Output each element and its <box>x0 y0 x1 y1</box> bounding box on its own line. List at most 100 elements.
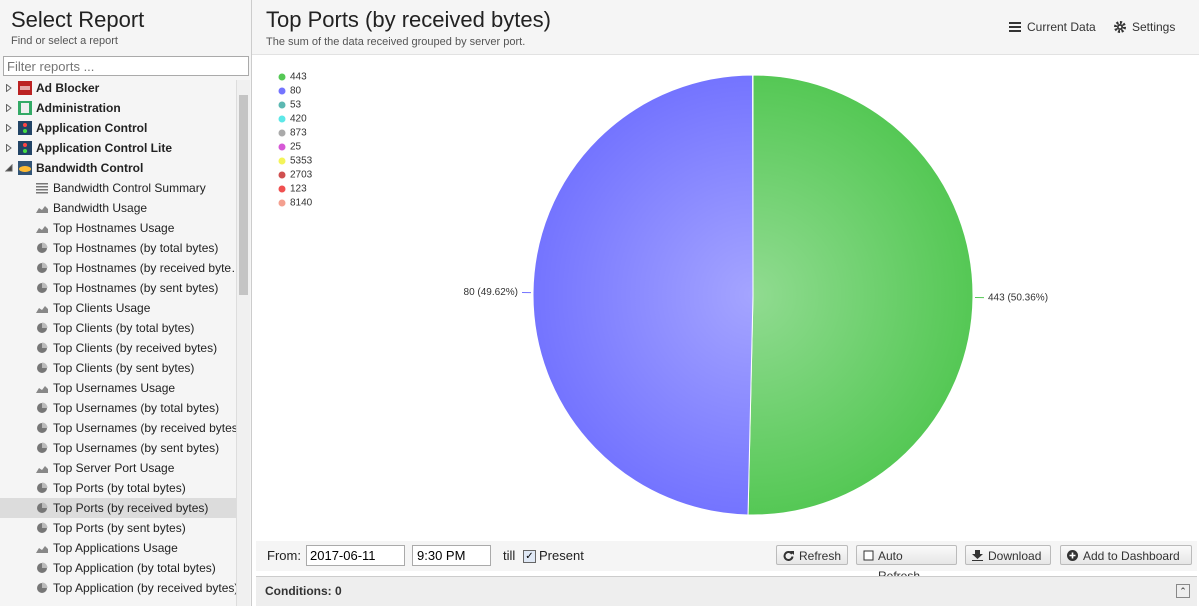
legend-label: 8140 <box>290 198 313 209</box>
tree-label: Top Clients (by sent bytes) <box>53 361 195 375</box>
tree-icon <box>18 121 32 135</box>
legend-item[interactable]: 873 <box>278 128 308 139</box>
time-field[interactable]: 9:30 PM <box>412 545 491 566</box>
chart: 443 (50.36%) 80 (49.62%) 443 80 53 420 873 25 53… <box>278 72 1048 516</box>
legend-item[interactable]: 80 <box>278 86 302 97</box>
tree-icon <box>37 442 48 453</box>
tree-icon <box>37 402 48 413</box>
tree-row[interactable]: Bandwidth Control <box>0 158 236 178</box>
report-tree: Ad Blocker Administration Application Cont… <box>0 78 236 606</box>
legend-swatch <box>278 157 286 165</box>
tree-label: Top Ports (by received bytes) <box>53 501 209 515</box>
tree-icon <box>37 562 48 573</box>
icon-part <box>42 282 48 288</box>
tree-label: Top Usernames (by sent bytes) <box>53 441 220 455</box>
current-data-button[interactable]: Current Data <box>1027 20 1096 34</box>
tree-row[interactable]: Top Usernames (by sent bytes) <box>0 438 236 458</box>
tree-row[interactable]: Top Clients (by received bytes) <box>0 338 236 358</box>
expander <box>6 144 12 152</box>
icon-part <box>36 183 48 185</box>
filter-input[interactable] <box>3 56 249 76</box>
tree-label: Top Applications Usage <box>53 541 178 555</box>
legend-item[interactable]: 8140 <box>278 198 313 209</box>
present-checkbox[interactable]: ✓ <box>523 550 536 563</box>
tree-row[interactable]: Top Application (by total bytes) <box>0 558 236 578</box>
tree-icon <box>36 386 48 393</box>
tree-label: Top Clients (by received bytes) <box>53 341 218 355</box>
tree-row[interactable]: Top Ports (by received bytes) <box>0 498 236 518</box>
tree-icon <box>37 242 48 253</box>
legend-item[interactable]: 5353 <box>278 156 313 167</box>
legend-item[interactable]: 443 <box>278 72 308 83</box>
tree-row[interactable]: Top Applications Usage <box>0 538 236 558</box>
tree-icon <box>18 141 32 155</box>
time-value: 9:30 PM <box>417 548 466 563</box>
tree-label: Bandwidth Control <box>36 161 144 175</box>
pie-slice <box>532 74 754 516</box>
tree-icon <box>18 101 32 115</box>
legend-item[interactable]: 420 <box>278 114 308 125</box>
icon-part <box>36 386 48 393</box>
add-dashboard-button[interactable]: Add to Dashboard <box>1060 545 1192 565</box>
settings-button[interactable]: Settings <box>1132 20 1176 34</box>
tree-row[interactable]: Top Usernames Usage <box>0 378 236 398</box>
legend-swatch <box>278 199 286 207</box>
tree-row[interactable]: Top Hostnames (by received byte… <box>0 258 236 278</box>
tree-icon <box>37 282 48 293</box>
expander-arrow <box>6 124 12 132</box>
tree-row[interactable]: Top Clients Usage <box>0 298 236 318</box>
scrollbar-thumb[interactable] <box>239 95 248 295</box>
tree-row[interactable]: Administration <box>0 98 236 118</box>
tree-row[interactable]: Top Usernames (by total bytes) <box>0 398 236 418</box>
tree-row[interactable]: Bandwidth Control Summary <box>0 178 236 198</box>
tree-row[interactable]: Ad Blocker <box>0 78 236 98</box>
legend-item[interactable]: 123 <box>278 184 308 195</box>
date-field[interactable]: 2017-06-11 <box>306 545 405 566</box>
tree-label: Top Ports (by total bytes) <box>53 481 186 495</box>
tree-label: Application Control Lite <box>36 141 172 155</box>
tree-icon <box>18 161 32 175</box>
tree-row[interactable]: Top Usernames (by received bytes) <box>0 418 236 438</box>
conditions-bar[interactable]: Conditions: 0 ⌃ <box>256 576 1197 606</box>
download-button[interactable]: Download <box>965 545 1051 565</box>
tree-row[interactable]: Bandwidth Usage <box>0 198 236 218</box>
refresh-button[interactable]: Refresh <box>776 545 848 565</box>
icon-part <box>20 86 30 90</box>
tree-row[interactable]: Application Control <box>0 118 236 138</box>
data-label: 443 (50.36%) <box>988 292 1048 303</box>
tree-row[interactable]: Application Control Lite <box>0 138 236 158</box>
legend-item[interactable]: 2703 <box>278 170 313 181</box>
legend-swatch <box>278 143 286 151</box>
tree-row[interactable]: Top Hostnames Usage <box>0 218 236 238</box>
tree-row[interactable]: Top Hostnames (by total bytes) <box>0 238 236 258</box>
tree-row[interactable]: Top Ports (by total bytes) <box>0 478 236 498</box>
expand-button[interactable]: ⌃ <box>1176 584 1190 598</box>
scrollbar[interactable] <box>236 80 250 606</box>
icon-part <box>42 582 48 588</box>
expander <box>6 84 12 92</box>
expander-arrow <box>6 84 12 92</box>
tree-row[interactable]: Top Clients (by sent bytes) <box>0 358 236 378</box>
icon-part <box>42 362 48 368</box>
tree-row[interactable]: Top Clients (by total bytes) <box>0 318 236 338</box>
tree-row[interactable]: Top Hostnames (by sent bytes) <box>0 278 236 298</box>
legend-item[interactable]: 53 <box>278 100 302 111</box>
expander <box>5 164 13 172</box>
icon-part <box>36 192 48 194</box>
icon-part <box>36 206 48 213</box>
tree-label: Top Application (by received bytes) <box>53 581 236 595</box>
icon-part <box>36 306 48 313</box>
tree-label: Bandwidth Usage <box>53 201 148 215</box>
auto-refresh-button[interactable]: Auto Refresh <box>856 545 957 583</box>
tree-row[interactable]: Top Application (by received bytes) <box>0 578 236 598</box>
tree-row[interactable]: Top Ports (by sent bytes) <box>0 518 236 538</box>
toolbar: From: 2017-06-11 9:30 PM till ✓ Present <box>256 541 1197 571</box>
tree-label: Top Hostnames (by total bytes) <box>53 241 219 255</box>
tree-icon <box>37 482 48 493</box>
legend-item[interactable]: 25 <box>278 142 302 153</box>
legend-swatch <box>278 185 286 193</box>
tree-row[interactable]: Top Server Port Usage <box>0 458 236 478</box>
icon-part <box>42 342 48 348</box>
legend-swatch <box>278 115 286 123</box>
